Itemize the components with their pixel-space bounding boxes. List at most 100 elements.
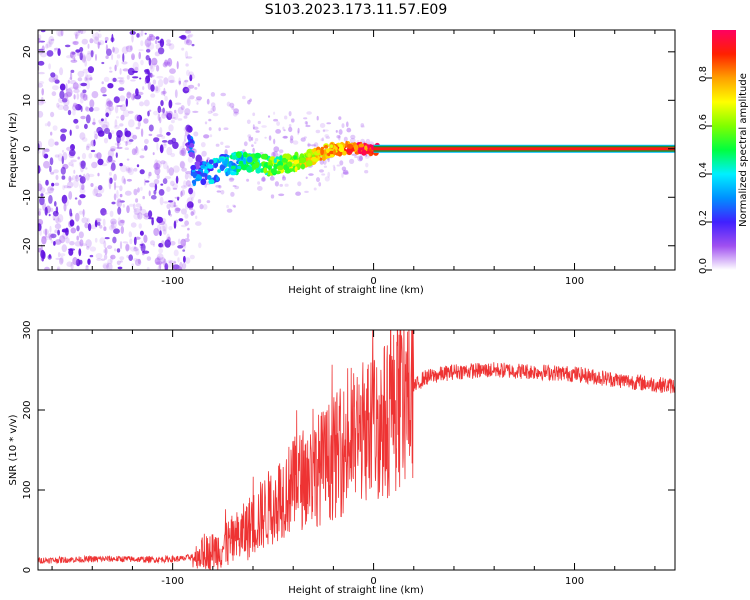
spectrogram-scatter-cell bbox=[194, 87, 198, 90]
spectrogram-noise-cell bbox=[161, 90, 167, 95]
spectrogram-scatter-cell bbox=[315, 129, 321, 134]
spectrogram-scatter-cell bbox=[196, 102, 199, 105]
spectrogram-noise-cell bbox=[150, 84, 155, 92]
spectrogram-noise-cell bbox=[85, 265, 89, 268]
spectrogram-scatter-cell bbox=[272, 151, 278, 157]
spectrogram-noise-cell bbox=[85, 239, 92, 248]
spectrogram-scatter-cell bbox=[346, 121, 349, 128]
spectrogram-noise-cell bbox=[185, 257, 191, 264]
spectrogram-noise-cell bbox=[61, 244, 67, 253]
spectrogram-noise-cell bbox=[114, 119, 118, 128]
spectrogram-noise-cell bbox=[38, 208, 42, 211]
spectrogram-noise-cell bbox=[38, 223, 42, 232]
spectrogram-noise-cell bbox=[146, 36, 153, 41]
spectrogram-noise-cell bbox=[128, 139, 134, 142]
spectrogram-scatter-cell bbox=[339, 160, 344, 166]
spectrogram-noise-cell bbox=[104, 127, 110, 134]
spectrogram-noise-cell bbox=[56, 102, 60, 108]
spectrogram-scatter-cell bbox=[333, 166, 336, 172]
spectrogram-noise-cell bbox=[113, 96, 120, 104]
spectrogram-scatter-cell bbox=[288, 111, 292, 117]
spectrogram-noise-cell bbox=[184, 38, 188, 45]
spectrogram-noise-cell bbox=[143, 178, 146, 186]
spectrogram-scatter-cell bbox=[252, 124, 255, 130]
spectrogram-noise-cell bbox=[137, 32, 142, 38]
spectrogram-noise-cell bbox=[44, 228, 48, 238]
spectrogram-noise-cell bbox=[71, 104, 79, 111]
spectrogram-noise-cell bbox=[158, 109, 166, 113]
spectrogram-noise-cell bbox=[110, 130, 115, 135]
spectrogram-noise-cell bbox=[154, 257, 161, 265]
spectrogram-noise-cell bbox=[178, 77, 181, 86]
spectrogram-noise-cell bbox=[108, 177, 111, 184]
spectrogram-noise-cell bbox=[99, 224, 103, 229]
spectrogram-scatter-cell bbox=[273, 138, 276, 145]
spectrogram-noise-cell bbox=[72, 102, 77, 108]
spectrogram-noise-cell bbox=[102, 218, 106, 227]
spectrogram-noise-cell bbox=[84, 76, 88, 82]
spectrogram-ridge-cell bbox=[229, 171, 237, 176]
spectrogram-noise-cell bbox=[144, 138, 149, 144]
spectrogram-noise-cell bbox=[170, 119, 175, 124]
spectrogram-noise-cell bbox=[109, 70, 113, 73]
spectrogram-noise-cell bbox=[129, 45, 133, 51]
spectrogram-noise-cell bbox=[61, 98, 68, 103]
spectrogram-noise-cell bbox=[125, 140, 132, 145]
spectrogram-noise-cell bbox=[69, 177, 74, 181]
spectrogram-ridge-cell bbox=[251, 157, 258, 162]
spectrogram-noise-cell bbox=[153, 228, 160, 236]
spectrogram-ridge-cell bbox=[281, 159, 288, 163]
spectrogram-noise-cell bbox=[63, 198, 69, 207]
spectrogram-noise-cell bbox=[67, 79, 70, 84]
spectrogram-noise-cell bbox=[82, 209, 86, 216]
spectrogram-noise-cell bbox=[174, 109, 177, 113]
spectrogram-noise-cell bbox=[59, 257, 64, 265]
spectrogram-noise-cell bbox=[128, 119, 135, 128]
spectrogram-noise-cell bbox=[185, 63, 189, 67]
spectrogram-noise-cell bbox=[93, 130, 98, 135]
spectrogram-noise-cell bbox=[82, 173, 86, 183]
spectrogram-scatter-cell bbox=[218, 185, 222, 189]
spectrogram-noise-cell bbox=[129, 238, 133, 245]
spectrogram-scatter-cell bbox=[322, 129, 329, 132]
spectrogram-noise-cell bbox=[177, 118, 183, 121]
spectrogram-noise-cell bbox=[89, 77, 93, 81]
spectrogram-noise-cell bbox=[85, 145, 90, 151]
spectrogram-noise-cell bbox=[63, 185, 69, 189]
spectrogram-noise-cell bbox=[52, 77, 58, 83]
spectrogram-noise-cell bbox=[119, 78, 125, 85]
spectrogram-ridge-cell bbox=[361, 149, 367, 156]
spectrogram-noise-cell bbox=[97, 172, 100, 177]
spectrogram-noise-cell bbox=[68, 161, 74, 166]
spectrogram-noise-cell bbox=[98, 119, 102, 123]
spectrogram-noise-cell bbox=[77, 70, 85, 78]
spectrogram-noise-cell bbox=[155, 86, 159, 92]
spectrogram-noise-cell bbox=[43, 228, 49, 235]
spectrogram-noise-cell bbox=[84, 73, 89, 82]
spectrogram-noise-cell bbox=[151, 217, 154, 226]
spectrogram-scatter-cell bbox=[253, 126, 259, 130]
spectrogram-noise-cell bbox=[54, 201, 57, 207]
spectrogram-noise-cell bbox=[160, 160, 166, 165]
spectrogram-noise-cell bbox=[197, 199, 202, 204]
spectrogram-noise-cell bbox=[50, 72, 56, 78]
spectrogram-noise-cell bbox=[174, 102, 182, 105]
spectrogram-ridge-cell bbox=[326, 148, 330, 154]
spectrogram-noise-cell bbox=[91, 161, 98, 169]
spectrogram-noise-cell bbox=[145, 55, 150, 61]
spectrogram-noise-cell bbox=[49, 234, 53, 241]
spectrogram-noise-cell bbox=[116, 54, 121, 59]
spectrogram-noise-cell bbox=[80, 160, 86, 169]
spectrogram-noise-cell bbox=[116, 248, 121, 253]
spectrogram-noise-cell bbox=[153, 85, 161, 94]
spectrogram-noise-cell bbox=[119, 200, 125, 203]
spectrogram-noise-cell bbox=[133, 207, 141, 216]
spectrogram-noise-cell bbox=[50, 233, 57, 239]
spectrogram-noise-cell bbox=[125, 166, 131, 172]
spectrogram-noise-cell bbox=[77, 156, 80, 160]
spectrogram-scatter-cell bbox=[357, 155, 363, 162]
snr-xtick-label: -100 bbox=[161, 576, 184, 587]
spectrogram-scatter-cell bbox=[327, 157, 330, 163]
spectrogram-noise-cell bbox=[87, 258, 91, 265]
